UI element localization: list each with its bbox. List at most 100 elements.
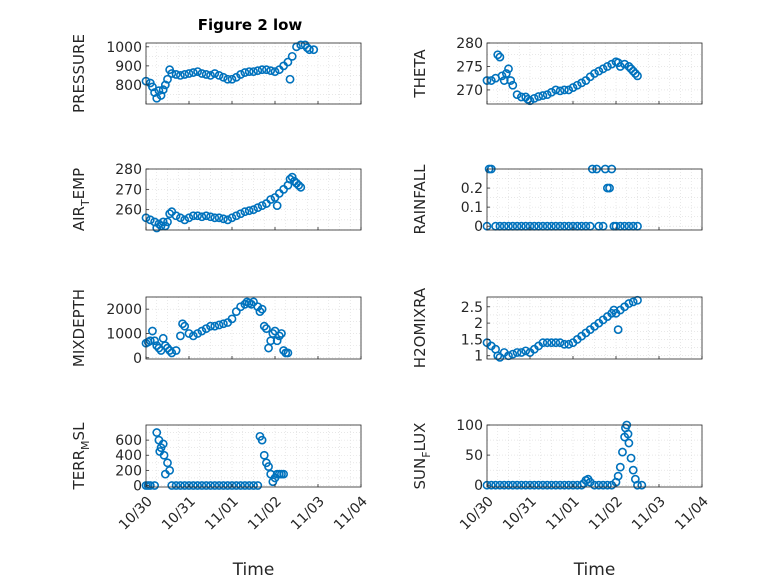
data-point bbox=[214, 320, 224, 330]
data-point bbox=[486, 76, 496, 85]
data-point bbox=[236, 481, 245, 490]
subplot-1: 800 900 1000 PRESSURE bbox=[70, 34, 362, 113]
y-tick-label: 0.2 bbox=[461, 181, 483, 197]
data-point bbox=[279, 346, 288, 355]
axes-box bbox=[145, 42, 362, 105]
data-point bbox=[227, 481, 237, 490]
data-point bbox=[171, 481, 181, 490]
data-point bbox=[521, 480, 531, 490]
data-point bbox=[501, 69, 511, 78]
data-point bbox=[495, 52, 505, 62]
data-point bbox=[283, 348, 293, 358]
data-point bbox=[560, 339, 569, 349]
y-tick-label: 2.5 bbox=[461, 300, 483, 316]
data-point bbox=[628, 66, 638, 76]
y-axis-label: H2OMIXRA bbox=[411, 287, 429, 368]
data-point bbox=[249, 67, 258, 76]
data-point bbox=[210, 213, 220, 223]
data-point bbox=[285, 74, 295, 84]
y-tick-label: 1000 bbox=[106, 40, 142, 56]
y-tick-label: 2 bbox=[474, 316, 483, 332]
y-tick-label: 1.5 bbox=[461, 332, 483, 348]
data-point bbox=[236, 70, 245, 79]
data-point bbox=[517, 480, 526, 490]
y-tick-label: 280 bbox=[115, 162, 142, 178]
data-point bbox=[542, 480, 552, 490]
x-axis-label: Time bbox=[573, 560, 616, 580]
data-point bbox=[633, 480, 642, 490]
data-point bbox=[508, 349, 518, 359]
data-point bbox=[309, 45, 319, 55]
data-point bbox=[493, 50, 503, 60]
data-point bbox=[623, 429, 633, 439]
y-axis-label: TERRMSL bbox=[70, 422, 92, 491]
data-point bbox=[534, 92, 543, 101]
data-point bbox=[287, 51, 297, 61]
data-point bbox=[261, 65, 271, 75]
data-point bbox=[210, 481, 220, 490]
data-point bbox=[193, 481, 202, 490]
data-point bbox=[555, 480, 565, 490]
data-point bbox=[210, 321, 220, 331]
subplot-6: 11.522.5 H2OMIXRA bbox=[411, 287, 703, 368]
axes-box bbox=[145, 296, 362, 360]
data-point bbox=[296, 182, 306, 192]
y-axis-label-base: TERR bbox=[70, 450, 88, 491]
data-point bbox=[257, 435, 267, 445]
y-axis-label: RAINFALL bbox=[411, 164, 429, 235]
data-point bbox=[165, 465, 175, 475]
data-point bbox=[538, 480, 548, 490]
data-point bbox=[594, 480, 604, 490]
data-point bbox=[152, 428, 162, 437]
data-point bbox=[206, 321, 215, 331]
data-point bbox=[529, 480, 539, 490]
data-point bbox=[547, 338, 556, 348]
data-point bbox=[158, 85, 168, 95]
data-point bbox=[534, 480, 543, 490]
data-point bbox=[148, 326, 157, 336]
data-point bbox=[188, 68, 198, 77]
data-point bbox=[160, 341, 170, 351]
data-point bbox=[184, 329, 194, 338]
data-point bbox=[178, 319, 187, 329]
data-point bbox=[180, 321, 190, 331]
data-point bbox=[564, 339, 574, 349]
y-tick-label: 0 bbox=[133, 478, 142, 494]
data-point bbox=[253, 302, 263, 312]
data-point bbox=[508, 80, 518, 90]
data-point bbox=[218, 214, 228, 224]
data-point bbox=[521, 346, 531, 356]
axes-box bbox=[145, 424, 362, 488]
data-point bbox=[201, 324, 211, 334]
data-point bbox=[615, 62, 625, 71]
data-point bbox=[249, 481, 258, 490]
data-point bbox=[206, 481, 215, 490]
subplot-2: 270 275 280 THETA bbox=[411, 36, 703, 106]
y-tick-label: 275 bbox=[456, 59, 483, 75]
data-point bbox=[184, 481, 194, 490]
data-point bbox=[184, 69, 194, 78]
y-tick-label: 600 bbox=[115, 433, 142, 449]
data-point bbox=[547, 87, 556, 97]
data-point bbox=[547, 480, 556, 490]
data-point bbox=[497, 71, 507, 81]
data-point bbox=[218, 72, 228, 82]
data-point bbox=[594, 66, 604, 76]
data-point bbox=[175, 331, 185, 341]
data-point bbox=[227, 213, 237, 223]
y-axis-label-sub: M bbox=[79, 440, 92, 450]
y-tick-label: 800 bbox=[115, 78, 142, 94]
y-axis-label-rest: EMP bbox=[70, 168, 88, 199]
y-tick-label: 260 bbox=[115, 203, 142, 219]
data-point bbox=[272, 201, 282, 210]
y-axis-label-rest: SL bbox=[70, 422, 88, 441]
data-point bbox=[240, 481, 250, 490]
data-point bbox=[236, 209, 245, 219]
data-series bbox=[482, 50, 642, 106]
axes-box bbox=[145, 168, 362, 231]
y-axis-label: AIRTEMP bbox=[70, 168, 92, 231]
data-point bbox=[193, 67, 202, 76]
data-point bbox=[618, 447, 627, 457]
data-point bbox=[244, 67, 254, 76]
